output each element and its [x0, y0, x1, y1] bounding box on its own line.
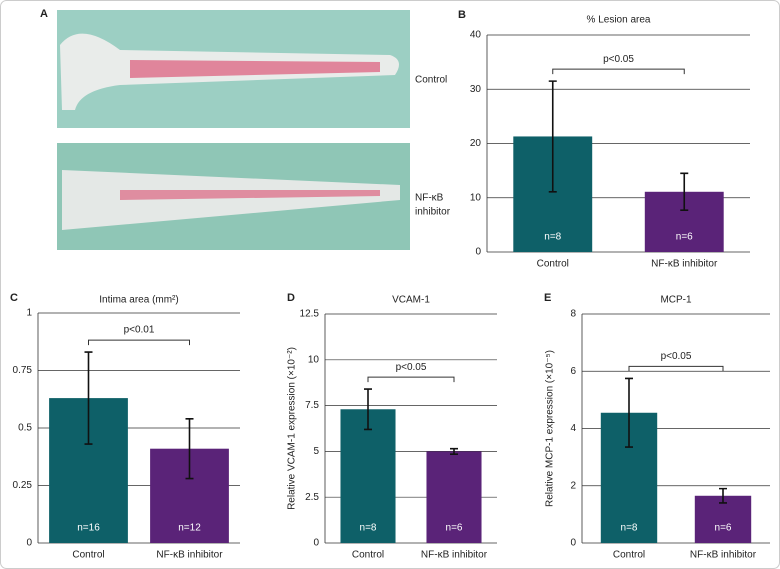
significance-label: p<0.01 [124, 325, 155, 336]
panel-label: B [458, 9, 466, 21]
y-tick-label: 10 [308, 354, 320, 365]
x-tick-label: Control [613, 550, 645, 561]
significance-bracket [88, 339, 190, 346]
panel-label: C [10, 292, 18, 304]
y-tick-label: 0.75 [13, 365, 33, 376]
y-tick-label: 2 [570, 480, 576, 491]
significance-bracket [552, 68, 685, 75]
bar [340, 409, 396, 543]
significance-bracket [628, 365, 724, 372]
error-bar [364, 388, 372, 431]
x-tick-label: NF-κB inhibitor [156, 550, 223, 561]
chart-title: Intima area (mm²) [99, 295, 178, 306]
n-label: n=6 [446, 523, 463, 534]
x-tick-label: NF-κB inhibitor [690, 550, 757, 561]
significance-label: p<0.05 [603, 54, 634, 65]
n-label: n=8 [544, 232, 561, 243]
y-tick-label: 1 [26, 308, 32, 319]
error-bar [680, 172, 689, 212]
n-label: n=16 [77, 523, 100, 534]
panel-label: D [287, 292, 295, 304]
y-axis-label: Relative MCP-1 expression (×10⁻⁵) [545, 350, 556, 507]
x-tick-label: Control [352, 550, 384, 561]
x-tick-label: NF-κB inhibitor [651, 259, 718, 270]
chart-title: % Lesion area [587, 15, 651, 26]
error-bar [84, 351, 93, 445]
y-tick-label: 20 [470, 138, 482, 149]
aorta-image [57, 143, 410, 250]
y-tick-label: 12.5 [300, 309, 320, 320]
n-label: n=8 [621, 523, 638, 534]
y-tick-label: 0 [313, 538, 319, 549]
panel-label: A [40, 8, 48, 20]
significance-label: p<0.05 [661, 351, 692, 362]
x-tick-label: Control [537, 259, 569, 270]
n-label: n=6 [715, 523, 732, 534]
chart-title: MCP-1 [660, 295, 692, 306]
n-label: n=12 [178, 523, 201, 534]
y-tick-label: 30 [470, 84, 482, 95]
y-tick-label: 40 [470, 30, 482, 41]
significance-label: p<0.05 [396, 362, 427, 373]
x-tick-label: NF-κB inhibitor [421, 550, 488, 561]
y-tick-label: 5 [313, 446, 319, 457]
y-tick-label: 0 [26, 538, 32, 549]
bar [426, 451, 482, 543]
x-tick-label: Control [72, 550, 104, 561]
y-tick-label: 6 [570, 366, 576, 377]
y-tick-label: 4 [570, 423, 576, 434]
y-tick-label: 2.5 [305, 492, 319, 503]
error-bar [450, 447, 458, 455]
y-tick-label: 0.5 [18, 423, 32, 434]
panel-label: E [544, 292, 551, 304]
n-label: n=6 [676, 232, 693, 243]
error-bar [185, 418, 194, 480]
y-tick-label: 10 [470, 192, 482, 203]
significance-bracket [367, 376, 455, 383]
error-bar [625, 377, 633, 448]
aorta-image [57, 10, 410, 128]
y-tick-label: 0.25 [13, 480, 33, 491]
n-label: n=8 [360, 523, 377, 534]
y-tick-label: 8 [570, 309, 576, 320]
image-label: NF-κB [415, 193, 444, 204]
y-tick-label: 7.5 [305, 400, 319, 411]
error-bar [548, 80, 557, 193]
y-axis-label: Relative VCAM-1 expression (×10⁻²) [287, 347, 298, 510]
error-bar [719, 487, 727, 504]
y-tick-label: 0 [570, 538, 576, 549]
chart-title: VCAM-1 [392, 295, 430, 306]
image-label: Control [415, 75, 447, 86]
image-label: inhibitor [415, 207, 451, 218]
y-tick-label: 0 [475, 247, 481, 258]
